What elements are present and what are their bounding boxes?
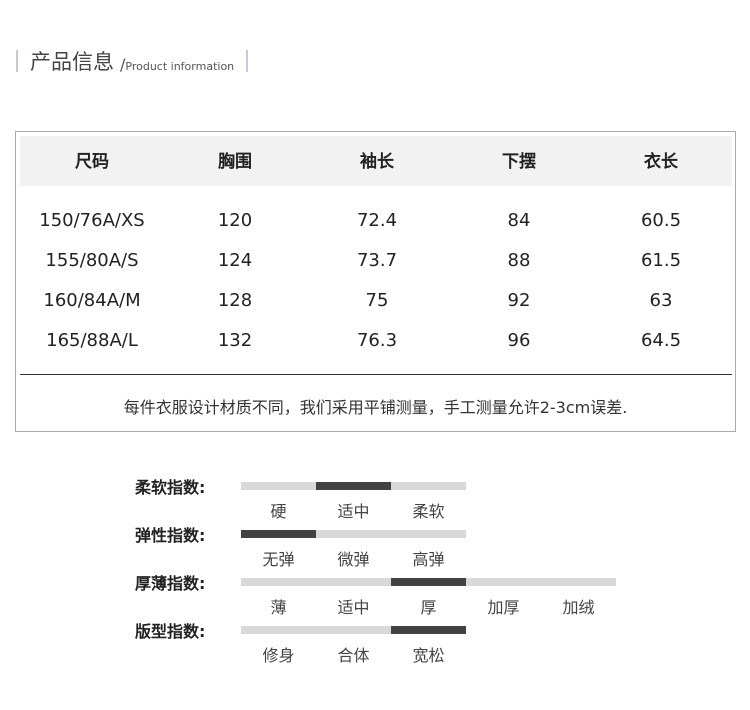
table-cell: 75: [365, 290, 389, 311]
column-header: 袖长: [360, 152, 394, 172]
table-cell: 61.5: [640, 250, 682, 271]
table-cell: 165/88A/L: [46, 330, 138, 351]
table-cell: 120: [217, 210, 253, 231]
index-option: 无弹: [262, 550, 295, 569]
index-bar-segment: [241, 578, 316, 586]
table-cell: 132: [217, 330, 253, 351]
index-bar-segment: [391, 578, 466, 586]
column-header: 下摆: [502, 152, 536, 172]
column-header: 尺码: [75, 152, 109, 172]
table-cell: 88: [507, 250, 531, 271]
measurement-note: 每件衣服设计材质不同，我们采用平铺测量，手工测量允许2-3cm误差.: [123, 398, 628, 417]
table-cell: 72.4: [356, 210, 398, 231]
index-bar-segment: [541, 578, 616, 586]
index-bar-segment: [316, 530, 391, 538]
column-header: 衣长: [644, 152, 678, 172]
index-label: 厚薄指数:: [135, 574, 206, 593]
table-cell: 96: [507, 330, 531, 351]
table-header: [20, 136, 732, 186]
index-option: 宽松: [412, 646, 445, 665]
index-label: 弹性指数:: [135, 526, 206, 545]
index-option: 适中: [337, 598, 370, 617]
table-cell: 76.3: [356, 330, 398, 351]
index-option: 硬: [270, 502, 287, 521]
title-sep: /: [120, 54, 126, 74]
title-en: Product information: [125, 59, 235, 73]
size-table: 尺码 胸围 袖长 下摆 衣长 150/76A/XS 120 72.4 84 60.5 155/80A…: [15, 131, 736, 432]
index-bar-segment: [241, 626, 316, 634]
index-option: 合体: [337, 646, 370, 665]
index-option: 柔软: [412, 502, 445, 521]
divider: [246, 50, 249, 72]
index-bar-segment: [391, 626, 466, 634]
divider: [20, 374, 732, 375]
column-header: 胸围: [218, 152, 252, 172]
index-bar-segment: [241, 482, 316, 490]
table-cell: 124: [217, 250, 253, 271]
index-bar-segment: [391, 482, 466, 490]
index-option: 修身: [262, 646, 295, 665]
index-bar-segment: [241, 530, 316, 538]
index-bar-segment: [316, 626, 391, 634]
table-cell: 150/76A/XS: [39, 210, 145, 231]
section-title: 产品信息 /Product information: [16, 48, 249, 74]
divider: [16, 50, 18, 72]
index-option: 适中: [337, 502, 370, 521]
index-option: 加厚: [487, 598, 520, 617]
index-option: 微弹: [337, 550, 370, 569]
index-bar-segment: [391, 530, 466, 538]
index-option: 加绒: [562, 598, 595, 617]
table-cell: 63: [649, 290, 673, 311]
table-cell: 73.7: [356, 250, 398, 271]
table-cell: 155/80A/S: [45, 250, 139, 271]
index-option: 高弹: [412, 550, 445, 569]
table-cell: 160/84A/M: [43, 290, 141, 311]
title-cn: 产品信息: [30, 50, 114, 74]
table-cell: 128: [217, 290, 253, 311]
table-cell: 64.5: [640, 330, 682, 351]
table-cell: 84: [507, 210, 531, 231]
index-option: 薄: [270, 598, 287, 617]
table-cell: 92: [507, 290, 531, 311]
index-label: 柔软指数:: [135, 478, 206, 497]
index-option: 厚: [420, 598, 437, 617]
index-bar-segment: [316, 482, 391, 490]
index-label: 版型指数:: [135, 622, 206, 641]
index-bar-segment: [316, 578, 391, 586]
table-cell: 60.5: [640, 210, 682, 231]
index-bar-segment: [466, 578, 541, 586]
